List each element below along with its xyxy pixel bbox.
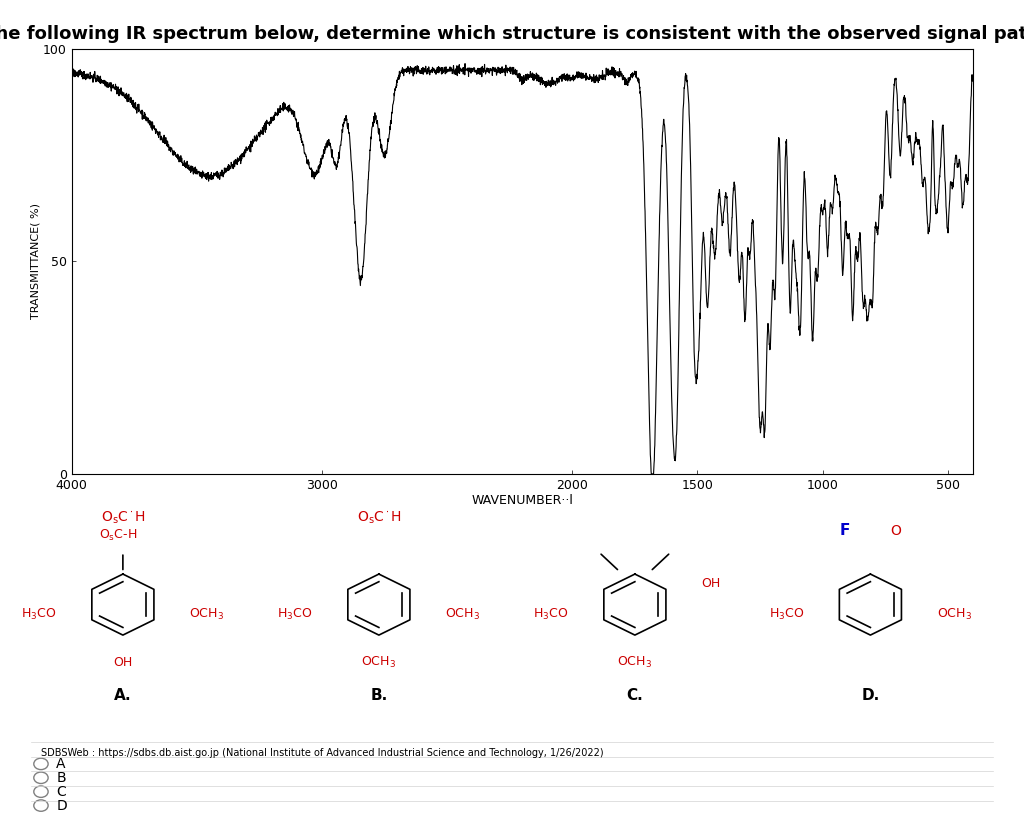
Text: D: D	[56, 798, 67, 813]
Text: OCH$_3$: OCH$_3$	[189, 607, 224, 622]
Text: O$\mathsf{_s}$C$\mathsf{^\cdot}$H: O$\mathsf{_s}$C$\mathsf{^\cdot}$H	[100, 510, 145, 526]
Text: B: B	[56, 770, 66, 785]
Text: D.: D.	[861, 689, 880, 703]
Text: C: C	[56, 784, 67, 799]
Y-axis label: TRANSMITTANCE( %): TRANSMITTANCE( %)	[30, 203, 40, 319]
Text: A: A	[56, 757, 66, 771]
Text: H$_3$CO: H$_3$CO	[534, 607, 568, 622]
Text: C.: C.	[627, 689, 643, 703]
Text: OH: OH	[701, 577, 721, 590]
X-axis label: WAVENUMBER··l: WAVENUMBER··l	[471, 494, 573, 507]
Text: OCH$_3$: OCH$_3$	[445, 607, 480, 622]
Text: For the following IR spectrum below, determine which structure is consistent wit: For the following IR spectrum below, det…	[0, 25, 1024, 42]
Text: F: F	[840, 523, 850, 538]
Text: O: O	[891, 524, 901, 538]
Text: H$_3$CO: H$_3$CO	[278, 607, 312, 622]
Text: OCH$_3$: OCH$_3$	[617, 654, 652, 670]
Text: B.: B.	[371, 689, 387, 703]
Text: O$_\mathsf{s}$C-H: O$_\mathsf{s}$C-H	[98, 529, 137, 543]
Text: OH: OH	[114, 655, 132, 668]
Text: H$_3$CO: H$_3$CO	[769, 607, 804, 622]
Text: A.: A.	[114, 689, 132, 703]
Text: H$_3$CO: H$_3$CO	[22, 607, 56, 622]
Text: OCH$_3$: OCH$_3$	[361, 654, 396, 670]
Text: O$\mathsf{_s}$C$\mathsf{^\cdot}$H: O$\mathsf{_s}$C$\mathsf{^\cdot}$H	[356, 510, 401, 526]
Text: SDBSWeb : https://sdbs.db.aist.go.jp (National Institute of Advanced Industrial : SDBSWeb : https://sdbs.db.aist.go.jp (Na…	[41, 748, 603, 757]
Text: OCH$_3$: OCH$_3$	[937, 607, 972, 622]
